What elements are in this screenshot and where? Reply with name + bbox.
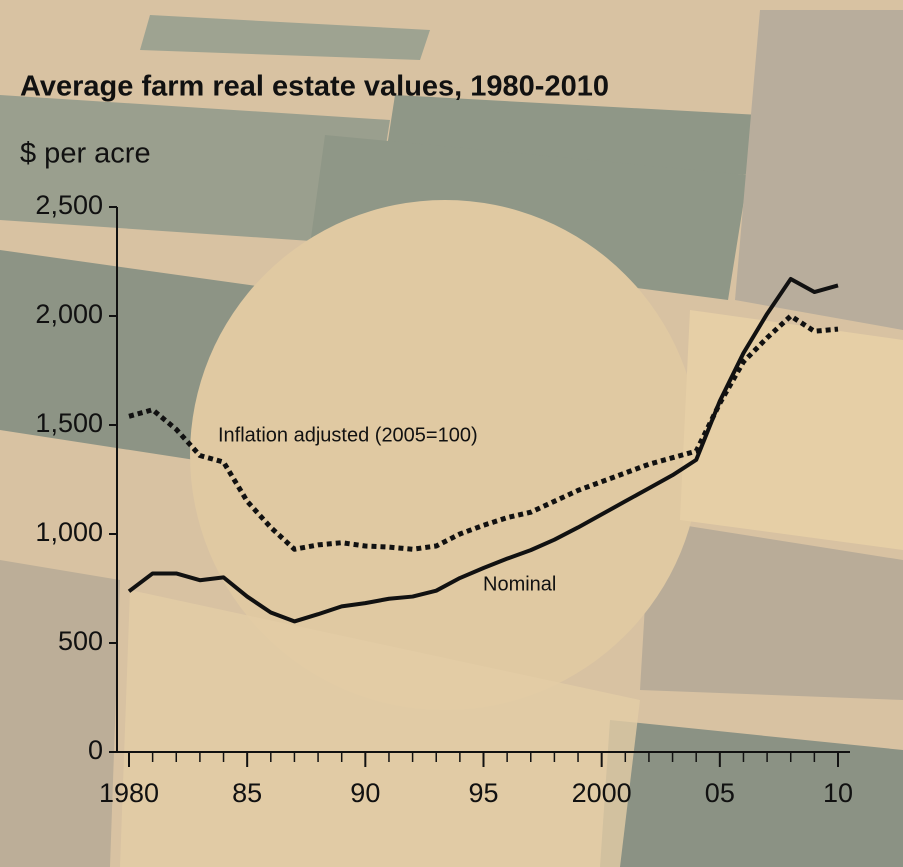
y-tick-label: 500	[58, 626, 103, 656]
x-tick-label: 05	[705, 778, 735, 808]
field	[120, 590, 640, 867]
field	[600, 720, 903, 867]
y-tick-label: 2,500	[35, 190, 103, 220]
pivot-circle	[190, 200, 700, 710]
x-tick-label: 95	[468, 778, 498, 808]
y-tick-label: 1,000	[35, 517, 103, 547]
chart-title: Average farm real estate values, 1980-20…	[20, 71, 609, 103]
x-tick-label: 2000	[572, 778, 632, 808]
y-tick-label: 1,500	[35, 408, 103, 438]
series-line	[128, 313, 839, 552]
field	[640, 520, 903, 700]
x-tick-label: 90	[350, 778, 380, 808]
y-tick-label: 2,000	[35, 299, 103, 329]
series-label: Nominal	[483, 573, 556, 595]
field	[0, 560, 120, 867]
x-tick-label: 10	[823, 778, 853, 808]
field	[680, 310, 903, 550]
field	[735, 10, 903, 330]
y-tick-label: 0	[88, 735, 103, 765]
x-tick-label: 85	[232, 778, 262, 808]
field	[140, 15, 430, 60]
x-tick-label: 1980	[99, 778, 159, 808]
field	[0, 95, 390, 245]
axis-unit: $ per acre	[20, 138, 151, 170]
series-label: Inflation adjusted (2005=100)	[218, 424, 478, 446]
